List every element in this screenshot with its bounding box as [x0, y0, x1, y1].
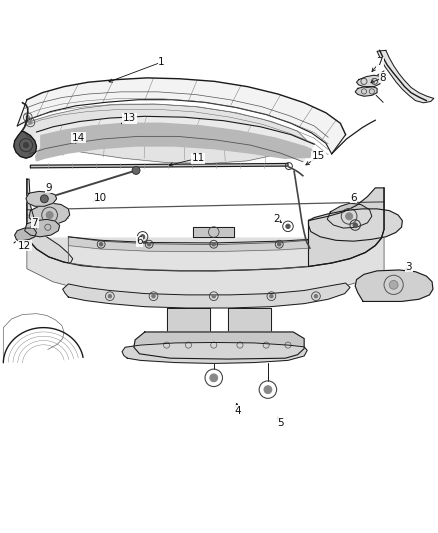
- Circle shape: [152, 294, 155, 298]
- Circle shape: [210, 374, 218, 382]
- Polygon shape: [68, 237, 308, 252]
- Circle shape: [314, 294, 318, 298]
- Text: 14: 14: [72, 133, 85, 143]
- Polygon shape: [357, 75, 381, 87]
- Circle shape: [278, 243, 281, 246]
- Text: 7: 7: [376, 57, 383, 67]
- Polygon shape: [63, 283, 350, 308]
- Polygon shape: [29, 203, 70, 225]
- Polygon shape: [193, 227, 234, 237]
- Circle shape: [108, 294, 112, 298]
- Circle shape: [28, 120, 32, 124]
- Circle shape: [270, 294, 273, 298]
- Circle shape: [286, 224, 290, 229]
- Polygon shape: [308, 188, 384, 266]
- Circle shape: [212, 294, 215, 298]
- Polygon shape: [14, 131, 36, 158]
- Text: 13: 13: [123, 113, 136, 123]
- Circle shape: [40, 195, 48, 203]
- Circle shape: [23, 142, 28, 148]
- Text: 8: 8: [379, 73, 386, 83]
- Text: 3: 3: [406, 262, 412, 271]
- Text: 4: 4: [234, 406, 240, 416]
- Text: 6: 6: [136, 236, 143, 246]
- Polygon shape: [355, 270, 433, 302]
- Polygon shape: [27, 238, 384, 299]
- Polygon shape: [122, 343, 307, 364]
- Polygon shape: [308, 209, 403, 241]
- Text: 1: 1: [158, 57, 165, 67]
- Polygon shape: [377, 51, 434, 103]
- Circle shape: [212, 243, 215, 246]
- Circle shape: [46, 212, 53, 219]
- Circle shape: [141, 235, 145, 239]
- Polygon shape: [29, 116, 314, 161]
- Text: 12: 12: [18, 240, 32, 251]
- Polygon shape: [22, 104, 306, 164]
- Circle shape: [353, 223, 357, 227]
- Circle shape: [132, 166, 140, 174]
- Text: 10: 10: [94, 192, 107, 203]
- Text: 2: 2: [273, 214, 280, 224]
- Polygon shape: [355, 87, 377, 96]
- Polygon shape: [17, 78, 346, 154]
- Polygon shape: [68, 237, 308, 271]
- Circle shape: [26, 116, 29, 119]
- Polygon shape: [35, 123, 313, 161]
- Text: 15: 15: [312, 151, 325, 161]
- Circle shape: [264, 386, 272, 393]
- Polygon shape: [27, 179, 73, 263]
- Polygon shape: [327, 203, 372, 228]
- Circle shape: [148, 243, 151, 246]
- Circle shape: [346, 213, 353, 220]
- Polygon shape: [166, 308, 210, 332]
- Text: 7: 7: [32, 218, 38, 228]
- Text: 5: 5: [278, 418, 284, 428]
- Polygon shape: [30, 164, 288, 168]
- Polygon shape: [14, 228, 36, 241]
- Polygon shape: [134, 332, 304, 359]
- Text: 6: 6: [350, 192, 357, 203]
- Polygon shape: [25, 220, 60, 237]
- Circle shape: [389, 280, 398, 289]
- Circle shape: [99, 243, 103, 246]
- Polygon shape: [228, 308, 272, 332]
- Polygon shape: [26, 191, 57, 206]
- Text: 11: 11: [191, 153, 205, 163]
- Text: 9: 9: [46, 183, 52, 193]
